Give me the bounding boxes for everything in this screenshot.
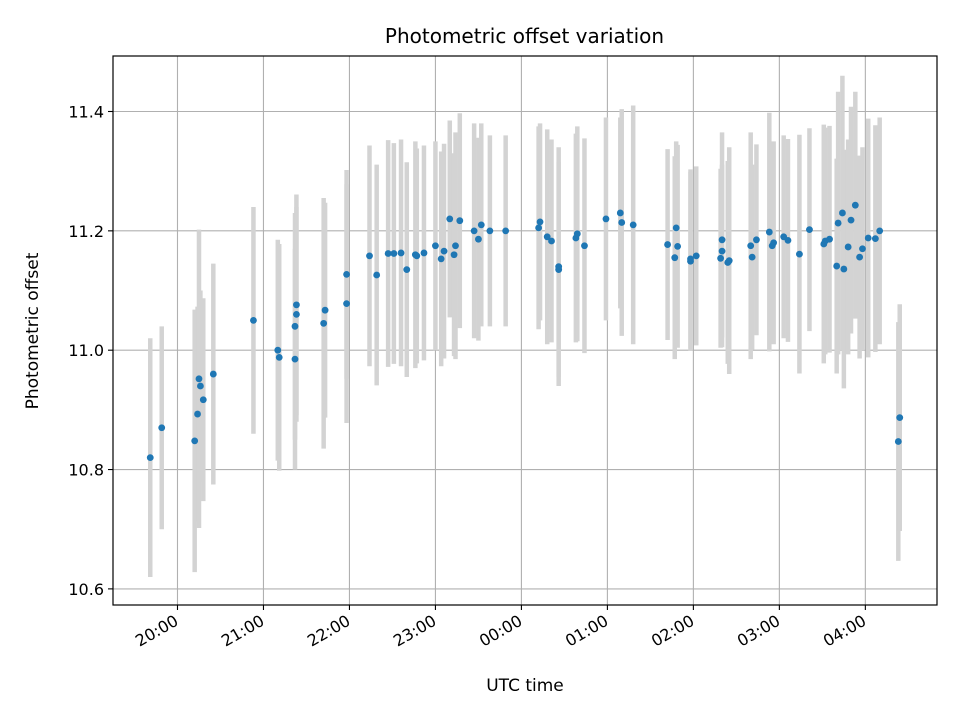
data-point (293, 301, 300, 309)
data-point (413, 252, 421, 260)
data-point (199, 396, 207, 404)
y-tick-label: 10.8 (68, 461, 104, 480)
data-point (321, 306, 329, 314)
data-point (390, 250, 398, 257)
chart-title: Photometric offset variation (385, 24, 664, 48)
data-point (629, 221, 637, 229)
data-point (502, 227, 510, 235)
data-point (275, 353, 283, 361)
x-axis-title: UTC time (486, 676, 564, 696)
y-axis-title: Photometric offset (23, 252, 43, 409)
data-point (397, 249, 405, 257)
data-point (784, 236, 792, 244)
data-point (343, 300, 350, 308)
data-point (437, 255, 445, 263)
data-point (747, 242, 755, 250)
data-point (432, 242, 439, 250)
data-point (616, 209, 624, 217)
data-point (618, 219, 626, 226)
data-point (195, 375, 203, 383)
data-point (420, 249, 428, 257)
data-point (373, 271, 381, 279)
data-point (876, 227, 884, 235)
data-point (456, 217, 464, 225)
data-point (293, 310, 300, 318)
data-point (548, 237, 555, 245)
data-point (847, 216, 855, 224)
data-point (796, 250, 803, 258)
data-point (674, 242, 682, 250)
data-point (573, 230, 581, 238)
data-point (672, 224, 680, 232)
plot-frame (112, 55, 938, 606)
data-point (844, 243, 852, 251)
data-point (864, 234, 872, 242)
data-point (718, 236, 726, 244)
data-point (291, 322, 299, 330)
data-point (555, 263, 563, 271)
data-point (806, 226, 813, 234)
data-point (753, 236, 760, 244)
data-point (197, 382, 204, 390)
data-point (692, 252, 700, 260)
data-point (839, 209, 846, 217)
data-point (477, 221, 485, 229)
data-point (718, 247, 726, 255)
data-point (450, 251, 458, 259)
data-point (664, 241, 671, 248)
data-point (470, 227, 478, 235)
data-point (486, 227, 494, 235)
data-point (384, 250, 392, 257)
data-point (250, 316, 257, 324)
data-point (291, 355, 299, 363)
data-point (687, 255, 694, 263)
point-layer (146, 201, 904, 462)
data-point (725, 257, 733, 265)
data-point (770, 239, 778, 247)
y-axis: 10.6 10.8 11.0 11.2 11.4 (68, 102, 113, 599)
data-point (859, 245, 866, 253)
data-point (581, 242, 588, 250)
data-point (274, 346, 282, 354)
data-point (833, 262, 841, 270)
data-point (717, 254, 725, 262)
data-point (896, 414, 904, 422)
data-point (535, 224, 543, 232)
data-point (856, 253, 864, 261)
data-point (403, 266, 411, 274)
data-point (765, 228, 773, 236)
data-point (191, 437, 199, 445)
data-point (366, 252, 373, 260)
data-point (748, 253, 756, 261)
data-point (871, 235, 879, 243)
data-point (194, 410, 201, 418)
data-point (851, 201, 859, 209)
data-point (894, 438, 902, 445)
data-point (536, 218, 544, 226)
data-point (446, 215, 454, 223)
data-point (475, 235, 482, 243)
data-point (840, 265, 848, 273)
y-tick-label: 11.4 (68, 102, 104, 121)
data-point (543, 233, 551, 241)
data-point (343, 271, 350, 278)
y-tick-label: 10.6 (68, 580, 104, 599)
data-point (671, 254, 679, 262)
data-point (834, 219, 842, 227)
y-tick-label: 11.2 (68, 222, 104, 241)
data-point (158, 424, 166, 432)
data-point (146, 454, 154, 462)
y-tick-label: 11.0 (68, 341, 104, 360)
data-point (602, 215, 610, 223)
data-point (209, 370, 217, 378)
data-point (440, 247, 448, 255)
data-point (452, 242, 459, 250)
data-point (320, 319, 328, 327)
data-point (826, 235, 833, 243)
